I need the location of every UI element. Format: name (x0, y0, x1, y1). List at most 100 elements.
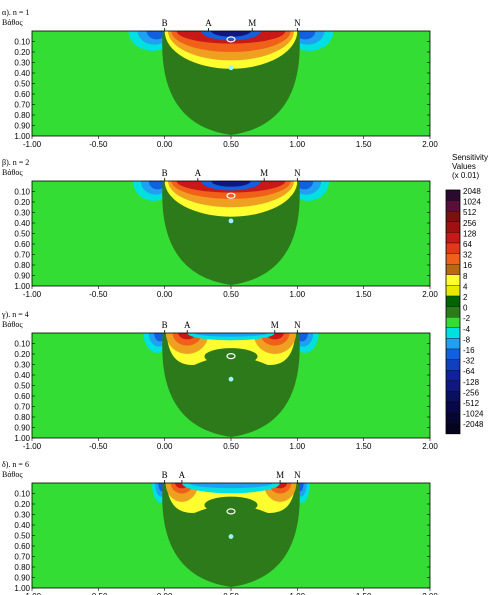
electrode-label: B (162, 320, 168, 330)
x-tick-label: 0.50 (223, 290, 239, 299)
y-tick-label: 0.50 (14, 532, 30, 541)
legend-level-label: 4 (463, 282, 468, 291)
sensitivity-field (32, 31, 430, 136)
legend-level-label: 2 (463, 293, 468, 302)
top-navy-cap (211, 181, 251, 187)
y-tick-label: 0.10 (14, 188, 30, 197)
y-tick-label: 0.10 (14, 340, 30, 349)
legend-swatch (445, 401, 461, 413)
legend-level-label: 16 (463, 261, 472, 270)
legend-level-label: 2048 (463, 187, 481, 196)
x-tick-label: 0.00 (157, 442, 173, 451)
x-tick-label: 1.00 (290, 592, 306, 595)
panel-title: δ). n = 6 (2, 460, 29, 469)
electrode-label: N (294, 18, 301, 28)
y-tick-label: 0.40 (14, 371, 30, 380)
panel-title: α). n = 1 (2, 8, 29, 17)
legend-level-label: -64 (463, 367, 475, 376)
y-tick-label: 0.60 (14, 240, 30, 249)
legend-level-label: -1024 (463, 410, 484, 419)
y-tick-label: 0.30 (14, 209, 30, 218)
panel-3: 0.100.200.300.400.500.600.700.800.901.00… (1, 310, 438, 451)
legend-title: Values (452, 162, 476, 171)
x-tick-label: -0.50 (89, 140, 108, 149)
x-tick-label: 1.50 (356, 290, 372, 299)
legend-level-label: -512 (463, 399, 480, 408)
x-tick-label: 2.00 (422, 442, 438, 451)
legend-swatch (445, 232, 461, 244)
legend-title: (x 0.01) (452, 171, 479, 180)
legend-level-label: 128 (463, 229, 477, 238)
legend-swatch (445, 370, 461, 381)
x-tick-label: 1.00 (290, 442, 306, 451)
x-tick-label: -0.50 (89, 442, 108, 451)
legend-swatch (445, 274, 461, 286)
y-tick-label: 0.60 (14, 542, 30, 551)
legend-swatch (445, 242, 461, 254)
open-marker (226, 353, 236, 360)
open-marker (226, 192, 236, 199)
y-tick-label: 0.80 (14, 111, 30, 120)
y-tick-label: 0.40 (14, 521, 30, 530)
filled-marker (228, 218, 234, 224)
legend-level-label: -4 (463, 325, 471, 334)
legend-title: Sensitivity (452, 153, 488, 162)
y-tick-label: 0.70 (14, 553, 30, 562)
flank-blue (295, 31, 316, 40)
y-tick-label: 0.10 (14, 38, 30, 47)
x-tick-label: -0.50 (89, 290, 108, 299)
inner-green (204, 496, 258, 514)
x-tick-label: 0.00 (157, 592, 173, 595)
x-tick-label: -1.00 (23, 592, 42, 595)
open-marker (226, 508, 236, 515)
y-tick-label: 0.60 (14, 392, 30, 401)
y-tick-label: 0.50 (14, 80, 30, 89)
y-tick-label: 1.00 (14, 132, 30, 141)
y-tick-label: 0.80 (14, 413, 30, 422)
y-tick-label: 0.80 (14, 261, 30, 270)
x-tick-label: -1.00 (23, 442, 42, 451)
x-tick-label: 0.50 (223, 442, 239, 451)
top-navy-cap (211, 31, 251, 37)
y-tick-label: 0.90 (14, 122, 30, 131)
y-tick-label: 0.90 (14, 574, 30, 583)
legend-swatch (445, 211, 461, 222)
legend-level-label: -32 (463, 357, 475, 366)
legend-swatch (445, 221, 461, 233)
electrode-label: B (162, 168, 168, 178)
electrode-label: N (294, 320, 301, 330)
filled-marker (228, 65, 234, 71)
x-tick-label: 2.00 (422, 290, 438, 299)
y-tick-label: 0.20 (14, 350, 30, 359)
x-tick-label: 0.00 (157, 290, 173, 299)
y-tick-label: 0.20 (14, 500, 30, 509)
x-tick-label: 2.00 (422, 592, 438, 595)
y-axis-label: Βάθος (2, 18, 23, 27)
y-tick-label: 0.70 (14, 101, 30, 110)
legend-swatch (445, 338, 461, 350)
x-tick-label: -0.50 (89, 592, 108, 595)
y-tick-label: 1.00 (14, 584, 30, 593)
y-tick-label: 0.10 (14, 490, 30, 499)
legend-level-label: -16 (463, 346, 475, 355)
x-tick-label: 1.50 (356, 442, 372, 451)
legend-level-label: 32 (463, 251, 472, 260)
legend-level-label: -2048 (463, 420, 484, 429)
flank-blue (148, 181, 167, 190)
electrode-label: B (162, 18, 168, 28)
electrode-label: A (179, 470, 186, 480)
legend-frame (445, 189, 461, 435)
legend-level-label: -2 (463, 314, 471, 323)
flank-blue (295, 181, 314, 190)
legend-level-label: 256 (463, 219, 477, 228)
x-tick-label: 1.00 (290, 140, 306, 149)
y-tick-label: 0.50 (14, 230, 30, 239)
y-tick-label: 0.40 (14, 69, 30, 78)
legend-level-label: -8 (463, 335, 471, 344)
y-tick-label: 0.20 (14, 198, 30, 207)
electrode-label: M (260, 168, 268, 178)
x-tick-label: 1.50 (356, 140, 372, 149)
legend-level-label: 64 (463, 240, 472, 249)
legend-swatch (445, 189, 461, 201)
legend-swatch (445, 306, 461, 318)
